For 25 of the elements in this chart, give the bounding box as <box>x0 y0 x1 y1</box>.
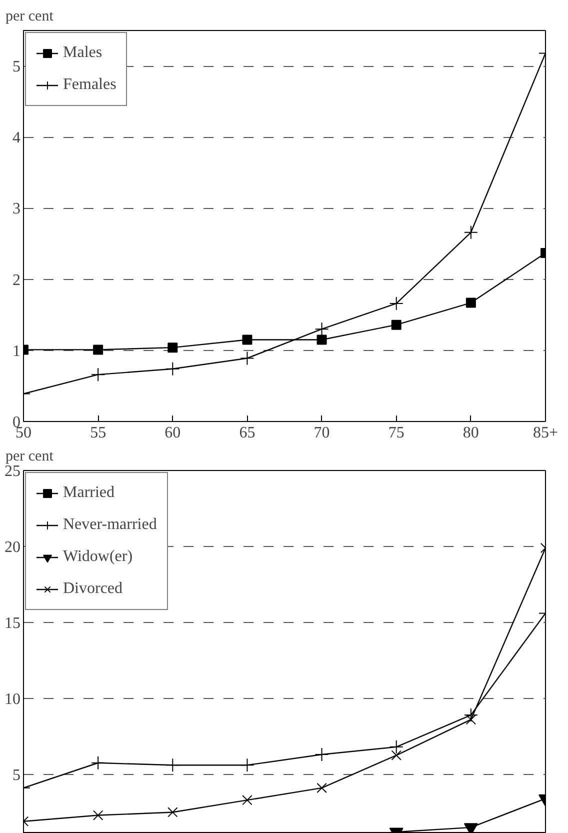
x-tick-label: 65 <box>239 424 256 442</box>
y-tick-label: 1 <box>12 342 20 360</box>
y-tick-label: 5 <box>12 766 20 784</box>
x-tick-label: 85+ <box>532 424 558 442</box>
y-tick-label: 20 <box>4 538 20 556</box>
y-tick-label: 15 <box>4 614 20 632</box>
x-tick-label: 70 <box>314 424 330 442</box>
x-tick-label: 80 <box>462 424 479 442</box>
y-tick-label: 10 <box>4 690 20 708</box>
y-tick-label: 25 <box>4 463 20 480</box>
x-tick-label: 55 <box>90 424 106 442</box>
x-tick-label: 75 <box>388 424 404 442</box>
legend-label: Widow(er) <box>63 548 133 566</box>
y-tick-label: 4 <box>12 130 20 147</box>
legend-label: Females <box>63 76 116 94</box>
y-tick-label: 3 <box>12 200 20 218</box>
y-axis-title: per cent <box>6 448 54 464</box>
legend-label: Married <box>63 484 115 502</box>
y-tick-label: 2 <box>12 272 20 289</box>
legend-label: Males <box>63 44 102 62</box>
legend-label: Divorced <box>63 580 123 598</box>
y-tick-label: 5 <box>12 58 20 76</box>
y-axis-title: per cent <box>6 8 54 24</box>
x-tick-label: 60 <box>164 424 181 442</box>
legend-label: Never-married <box>63 516 157 534</box>
